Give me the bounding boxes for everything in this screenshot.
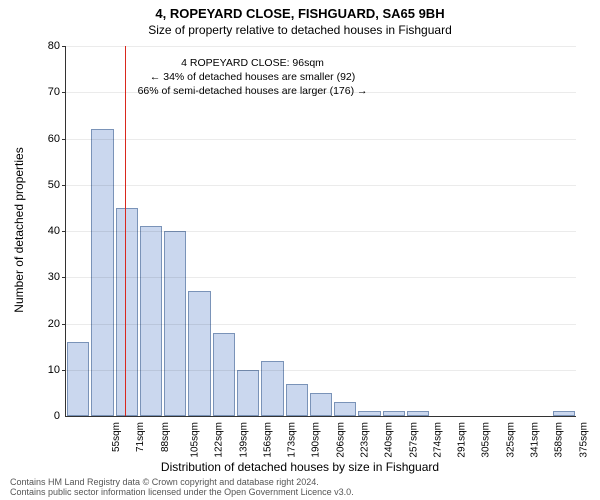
ytick-label: 70 bbox=[30, 86, 60, 98]
callout-line3: 66% of semi-detached houses are larger (… bbox=[138, 84, 368, 98]
footer-attribution: Contains HM Land Registry data © Crown c… bbox=[10, 478, 354, 498]
ytick-label: 50 bbox=[30, 179, 60, 191]
y-axis-label: Number of detached properties bbox=[12, 147, 26, 312]
chart-container: 4, ROPEYARD CLOSE, FISHGUARD, SA65 9BH S… bbox=[0, 0, 600, 500]
xtick-label: 291sqm bbox=[457, 422, 468, 458]
xtick-label: 358sqm bbox=[554, 422, 565, 458]
ytick-mark bbox=[62, 139, 66, 140]
xtick-label: 55sqm bbox=[111, 422, 122, 452]
gridline bbox=[66, 277, 576, 278]
gridline bbox=[66, 231, 576, 232]
bar bbox=[407, 411, 429, 416]
xtick-label: 341sqm bbox=[530, 422, 541, 458]
bar bbox=[188, 291, 210, 416]
ytick-label: 40 bbox=[30, 225, 60, 237]
bar bbox=[91, 129, 113, 416]
ytick-mark bbox=[62, 185, 66, 186]
xtick-label: 173sqm bbox=[287, 422, 298, 458]
bar bbox=[553, 411, 575, 416]
callout-line1: 4 ROPEYARD CLOSE: 96sqm bbox=[138, 56, 368, 70]
callout-box: 4 ROPEYARD CLOSE: 96sqm← 34% of detached… bbox=[130, 52, 376, 103]
ytick-label: 30 bbox=[30, 271, 60, 283]
bar bbox=[286, 384, 308, 416]
xtick-label: 223sqm bbox=[360, 422, 371, 458]
ytick-label: 80 bbox=[30, 40, 60, 52]
xtick-label: 105sqm bbox=[190, 422, 201, 458]
ytick-mark bbox=[62, 324, 66, 325]
gridline bbox=[66, 324, 576, 325]
ytick-mark bbox=[62, 92, 66, 93]
xtick-label: 305sqm bbox=[481, 422, 492, 458]
xtick-label: 71sqm bbox=[135, 422, 146, 452]
gridline bbox=[66, 185, 576, 186]
ytick-mark bbox=[62, 46, 66, 47]
ytick-mark bbox=[62, 370, 66, 371]
x-axis-label: Distribution of detached houses by size … bbox=[0, 460, 600, 474]
xtick-label: 206sqm bbox=[335, 422, 346, 458]
xtick-label: 274sqm bbox=[432, 422, 443, 458]
ytick-label: 20 bbox=[30, 318, 60, 330]
bar bbox=[310, 393, 332, 416]
bar bbox=[237, 370, 259, 416]
chart-title: 4, ROPEYARD CLOSE, FISHGUARD, SA65 9BH bbox=[0, 0, 600, 21]
bar bbox=[67, 342, 89, 416]
gridline bbox=[66, 139, 576, 140]
ytick-label: 60 bbox=[30, 133, 60, 145]
reference-line bbox=[125, 46, 126, 416]
bar bbox=[213, 333, 235, 416]
xtick-label: 88sqm bbox=[160, 422, 171, 452]
xtick-label: 257sqm bbox=[408, 422, 419, 458]
xtick-label: 122sqm bbox=[214, 422, 225, 458]
ytick-label: 0 bbox=[30, 410, 60, 422]
chart-subtitle: Size of property relative to detached ho… bbox=[0, 21, 600, 37]
xtick-label: 156sqm bbox=[262, 422, 273, 458]
xtick-label: 325sqm bbox=[505, 422, 516, 458]
bar bbox=[358, 411, 380, 416]
xtick-label: 375sqm bbox=[578, 422, 589, 458]
gridline bbox=[66, 370, 576, 371]
gridline bbox=[66, 46, 576, 47]
callout-line2: ← 34% of detached houses are smaller (92… bbox=[138, 70, 368, 84]
bar bbox=[383, 411, 405, 416]
bar bbox=[116, 208, 138, 416]
bar bbox=[140, 226, 162, 416]
ytick-mark bbox=[62, 231, 66, 232]
footer-line2: Contains public sector information licen… bbox=[10, 488, 354, 498]
xtick-label: 240sqm bbox=[384, 422, 395, 458]
xtick-label: 139sqm bbox=[238, 422, 249, 458]
ytick-mark bbox=[62, 277, 66, 278]
xtick-label: 190sqm bbox=[311, 422, 322, 458]
bar bbox=[334, 402, 356, 416]
ytick-label: 10 bbox=[30, 364, 60, 376]
